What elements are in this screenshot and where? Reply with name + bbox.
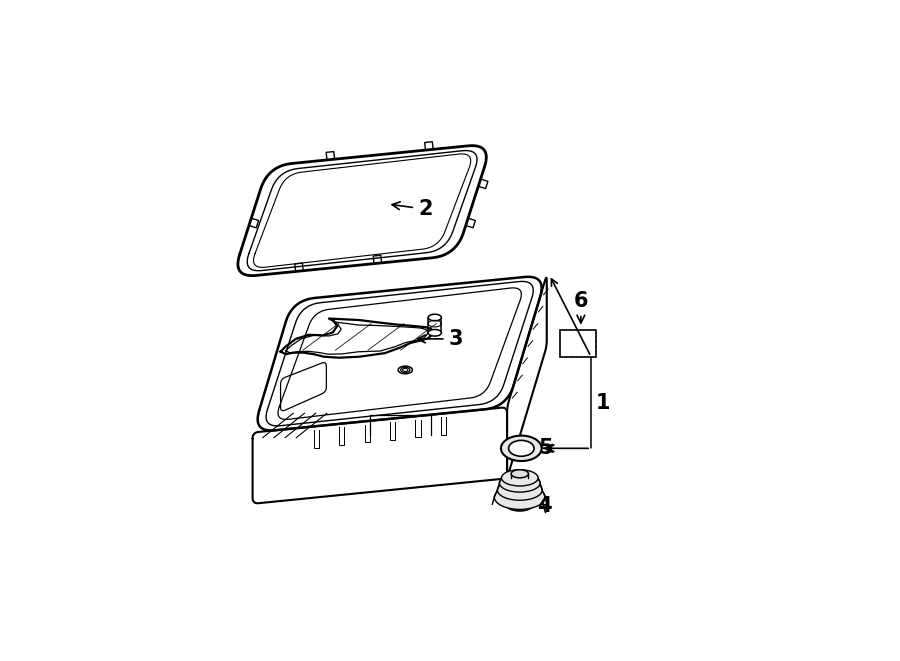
Ellipse shape [511,470,528,478]
Text: 5: 5 [538,438,553,458]
Ellipse shape [494,485,545,510]
Text: 3: 3 [418,329,463,349]
Ellipse shape [400,368,410,373]
Ellipse shape [501,470,538,486]
Text: 6: 6 [573,291,588,323]
Ellipse shape [428,329,441,336]
Ellipse shape [428,314,441,321]
Bar [561,330,596,357]
Text: 2: 2 [392,199,433,219]
Text: 1: 1 [596,393,610,412]
Ellipse shape [500,474,540,492]
Ellipse shape [506,498,534,511]
Ellipse shape [498,480,542,500]
Ellipse shape [398,366,412,373]
Ellipse shape [501,436,542,461]
Ellipse shape [508,440,534,456]
Text: 4: 4 [537,496,552,516]
